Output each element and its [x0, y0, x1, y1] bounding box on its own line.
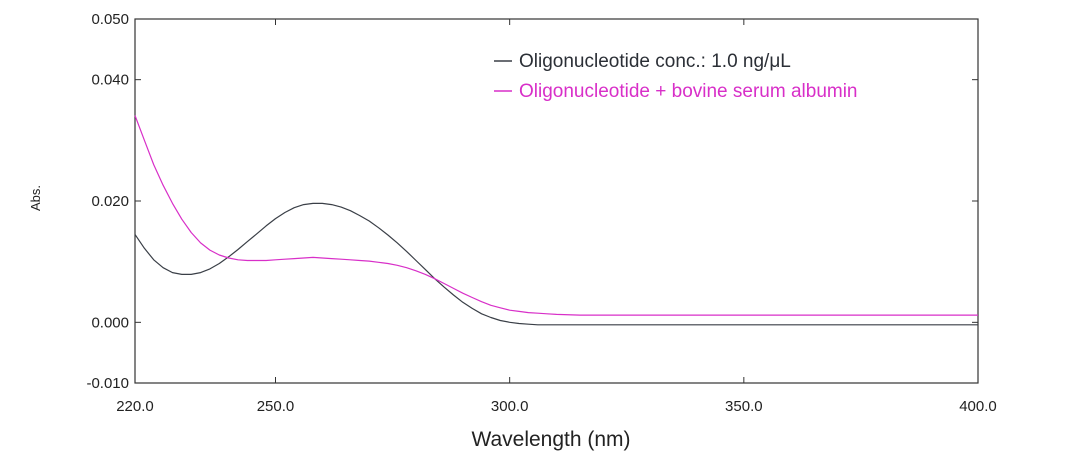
plot-area-frame	[134, 18, 979, 384]
y-tick-label: 0.050	[91, 11, 129, 28]
y-axis: -0.010 0.000 0.020 0.040 0.050	[86, 11, 978, 392]
y-tick-label: 0.000	[91, 314, 129, 331]
y-tick-label: 0.040	[91, 72, 129, 89]
x-tick-label: 250.0	[257, 398, 295, 415]
x-tick-label: 400.0	[959, 398, 997, 415]
x-tick-label: 350.0	[725, 398, 763, 415]
series-line-oligonucleotide	[134, 202, 978, 326]
x-tick-label: 220.0	[116, 398, 154, 415]
y-tick-label: 0.020	[91, 193, 129, 210]
y-tick-label: -0.010	[86, 375, 129, 392]
x-tick-label: 300.0	[491, 398, 529, 415]
x-axis: 220.0 250.0 300.0 350.0 400.0	[116, 19, 997, 415]
legend: Oligonucleotide conc.: 1.0 ng/μL Oligonuc…	[494, 51, 858, 102]
x-axis-title: Wavelength (nm)	[471, 428, 630, 451]
legend-label: Oligonucleotide + bovine serum albumin	[519, 81, 858, 102]
y-axis-title: Abs.	[28, 185, 43, 211]
series-lines	[134, 115, 978, 326]
series-line-oligonucleotide-bsa	[134, 115, 978, 316]
legend-label: Oligonucleotide conc.: 1.0 ng/μL	[519, 51, 791, 72]
